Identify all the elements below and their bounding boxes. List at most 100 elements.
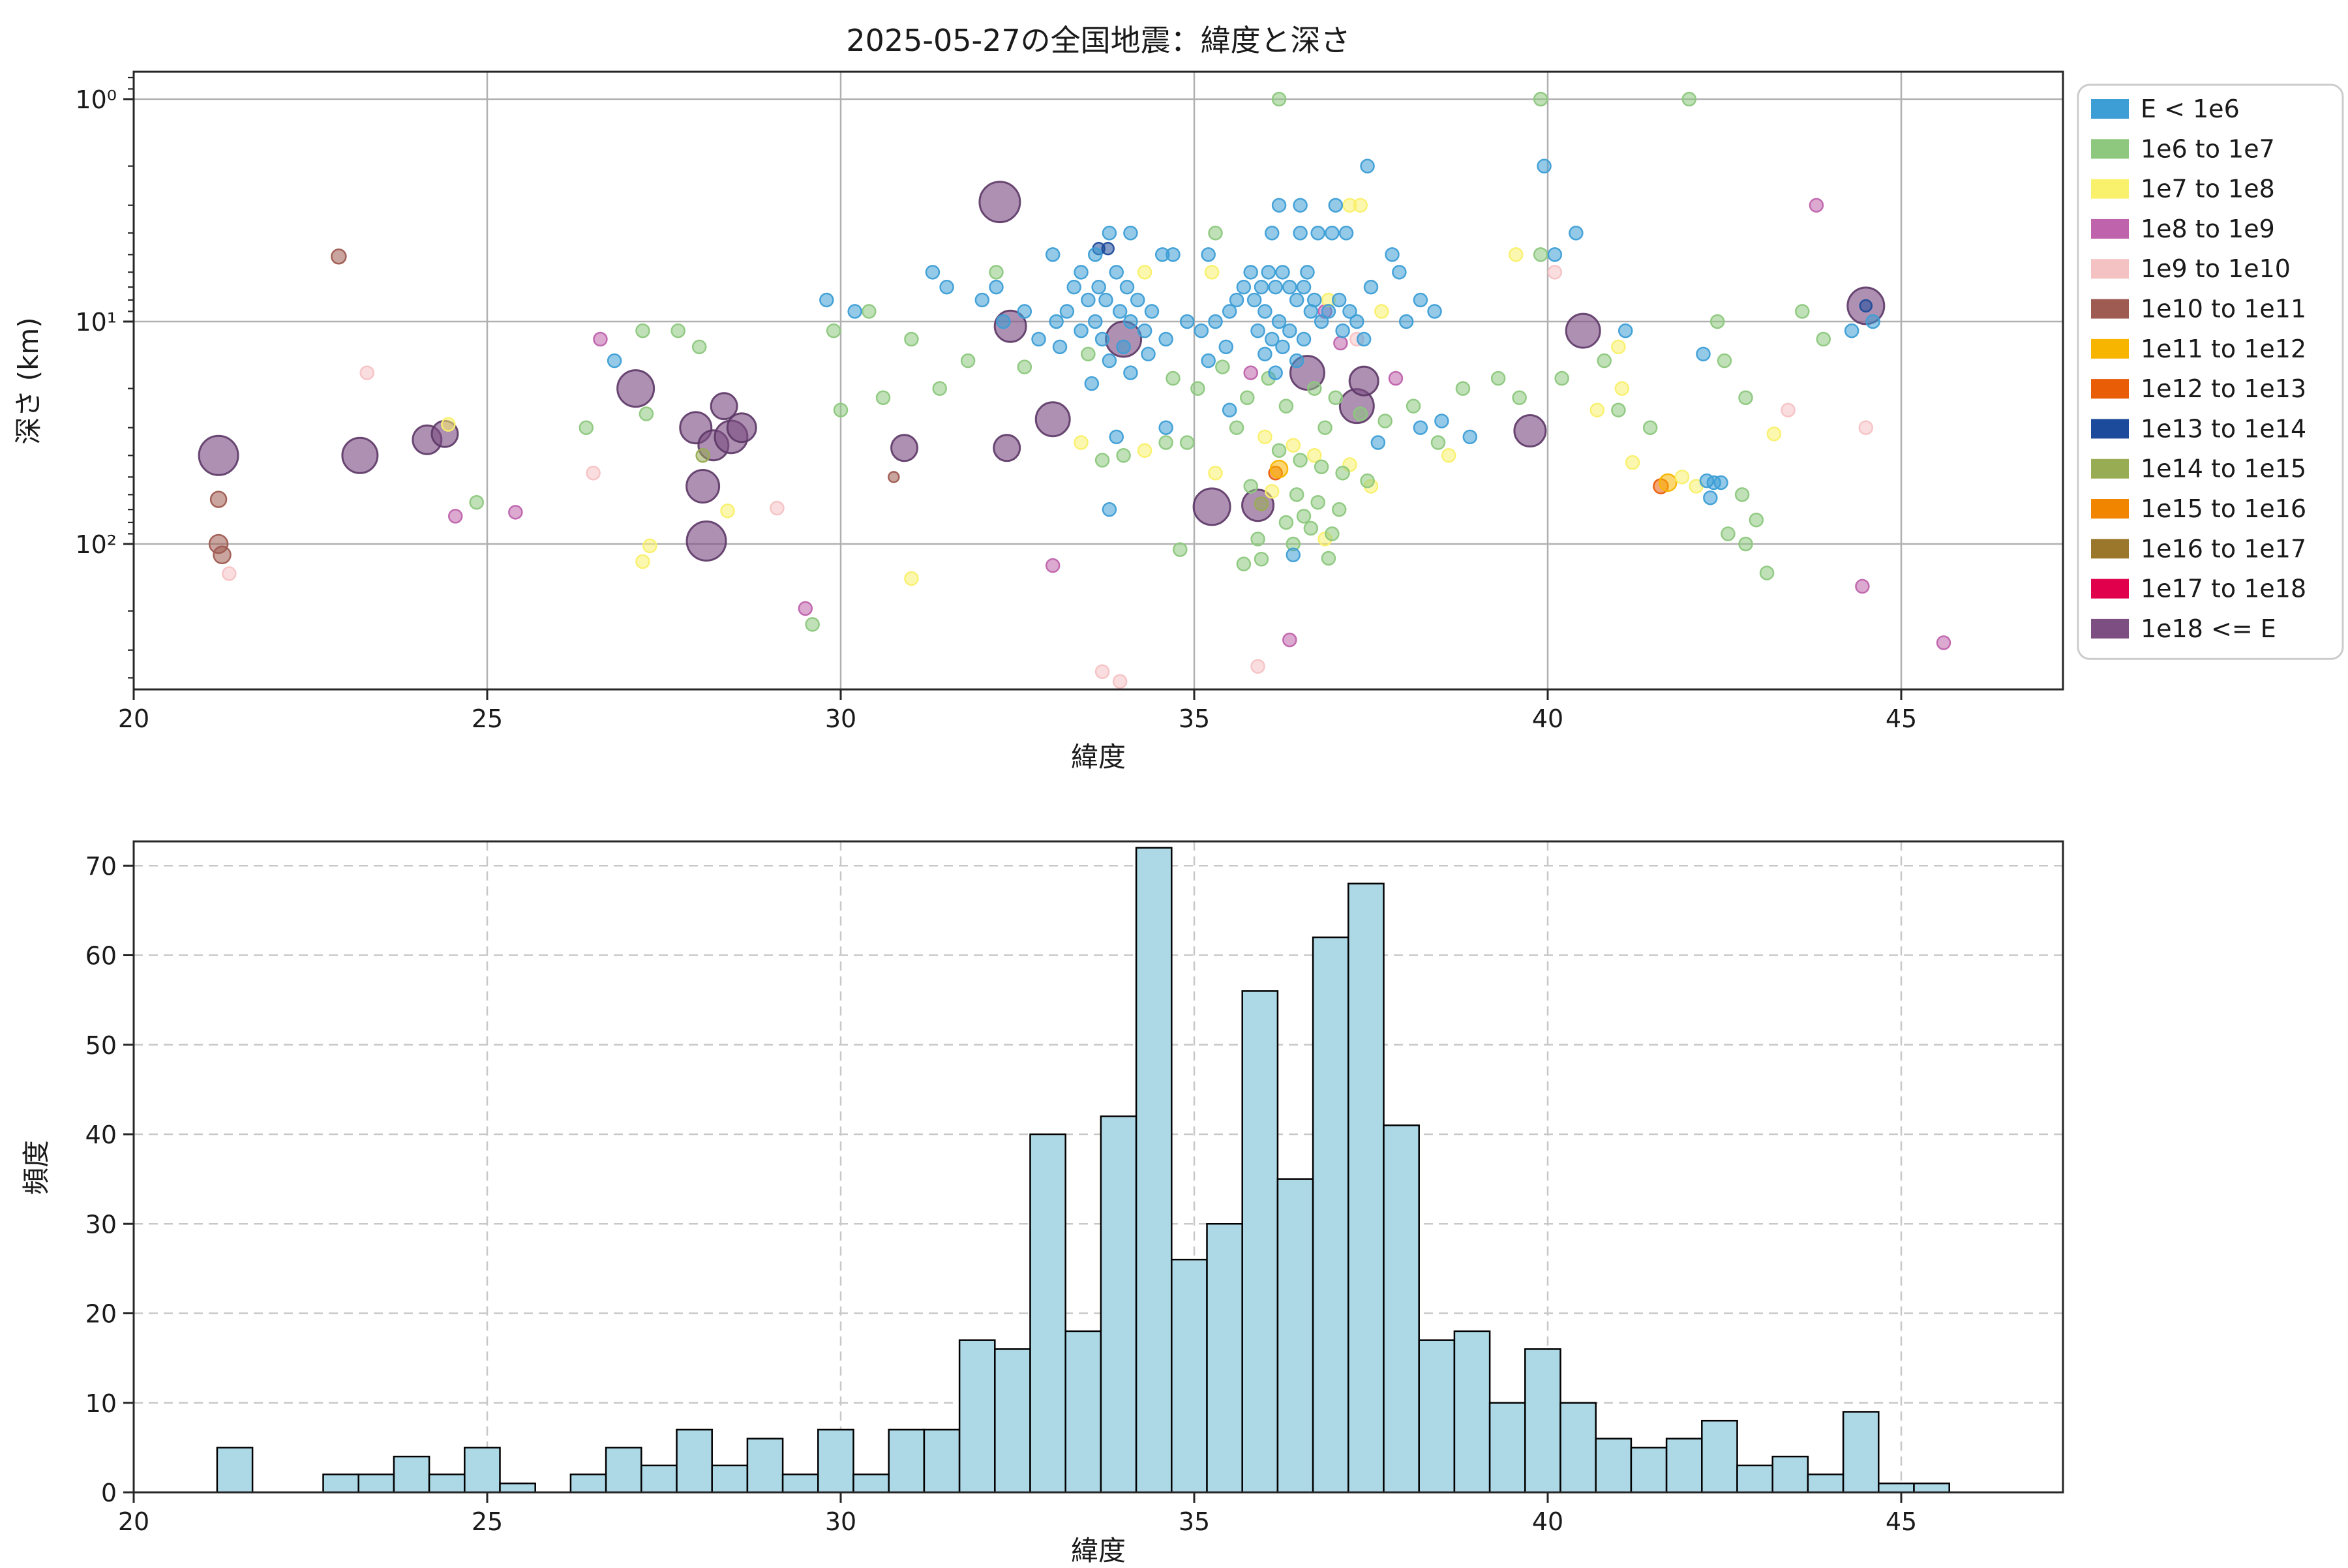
scatter-point [770,500,785,516]
histogram-bar [1135,847,1173,1494]
scatter-point [1307,448,1322,463]
scatter-point [1250,532,1265,547]
scatter-point [1275,265,1290,280]
histogram-bar [1029,1133,1066,1494]
legend-label: 1e10 to 1e11 [2141,295,2306,324]
histogram-bar [1276,1178,1314,1494]
scatter-point [635,554,650,569]
scatter-point [331,249,347,265]
scatter-point [1781,402,1796,417]
scatter-point [1936,635,1951,650]
scatter-point [579,420,594,435]
scatter-point [1034,401,1071,438]
scatter-point [1268,279,1283,295]
scatter-point [586,466,601,481]
x-tick-label: 35 [1179,704,1210,733]
histogram-bar [393,1455,430,1494]
x-tick-label: 20 [118,704,149,733]
legend-swatch [2091,499,2129,519]
histogram-bar [781,1473,819,1494]
scatter-point [1250,323,1265,339]
scatter-point [1137,265,1152,280]
scatter-point [833,402,849,417]
scatter-point [1430,435,1446,450]
scatter-point [1642,420,1658,435]
x-tick-label: 45 [1886,704,1917,733]
scatter-point [1243,265,1258,280]
scatter-point [1289,292,1304,308]
scatter-point [1809,198,1824,213]
scatter-point [1144,304,1160,319]
histogram-bar [1736,1464,1773,1494]
scatter-point [1229,292,1244,308]
scatter-point [1547,247,1563,262]
scatter-point [1512,390,1527,406]
scatter-point [1325,226,1340,241]
y-tick-label: 40 [85,1121,117,1149]
scatter-point [1307,381,1322,396]
histogram-bar [994,1348,1031,1494]
scatter-point [1282,632,1297,648]
scatter-point [198,434,239,476]
scatter-point [209,490,228,508]
x-tick-label: 40 [1532,704,1563,733]
scatter-point [1102,226,1117,241]
legend-label: 1e11 to 1e12 [2141,335,2306,363]
histogram-xaxis-label: 緯度 [1071,1535,1126,1565]
scatter-point [1208,314,1223,329]
scatter-point [1293,198,1308,213]
scatter-point [805,617,820,632]
scatter-point [1374,304,1389,319]
scatter-point [1218,339,1234,355]
scatter-xaxis-label: 緯度 [1071,741,1126,773]
scatter-point [1271,198,1287,213]
scatter-point [1052,339,1068,355]
legend-label: 1e13 to 1e14 [2141,414,2306,443]
scatter-point [890,434,919,462]
scatter-point [1130,292,1145,308]
scatter-point [1328,390,1344,406]
scatter-point [1091,279,1106,295]
scatter-point [1310,494,1325,510]
scatter-point [695,448,710,463]
scatter-point [1271,314,1287,329]
histogram-plot-border [132,840,2064,1494]
legend-swatch [2091,99,2129,119]
scatter-point [1190,381,1205,396]
legend-label: 1e9 to 1e10 [2141,254,2291,283]
legend-item: 1e16 to 1e17 [2091,534,2306,563]
scatter-point [1759,565,1775,580]
scatter-point [1738,536,1753,552]
scatter-point [1681,91,1697,107]
legend-item: 1e7 to 1e8 [2091,175,2275,204]
scatter-point [1236,279,1252,295]
scatter-point [1282,279,1297,295]
scatter-point [1269,459,1289,479]
histogram-bar [1771,1455,1809,1494]
scatter-point [1278,515,1294,530]
scatter-point [1243,365,1258,380]
scatter-point [616,369,655,408]
figure-title: 2025-05-27の全国地震：緯度と深さ [846,23,1350,58]
scatter-point [1310,226,1325,241]
scatter-point [1331,502,1347,517]
scatter-point [593,331,608,347]
scatter-point [1243,479,1258,494]
histogram-bar [428,1473,466,1494]
scatter-point [1589,402,1605,417]
histogram-bar [216,1447,254,1494]
scatter-point [1293,226,1308,241]
histogram-axes [132,840,2064,1494]
scatter-point [798,601,813,616]
scatter-point [1112,674,1128,689]
y-tick-label: 10 [85,1389,117,1418]
scatter-point [1314,314,1329,329]
scatter-point [978,181,1021,224]
scatter-point [1208,466,1223,481]
legend-swatch [2091,299,2129,319]
scatter-point [685,468,721,504]
legend-swatch [2091,539,2129,559]
scatter-point [639,406,654,421]
scatter-point [1286,438,1301,453]
